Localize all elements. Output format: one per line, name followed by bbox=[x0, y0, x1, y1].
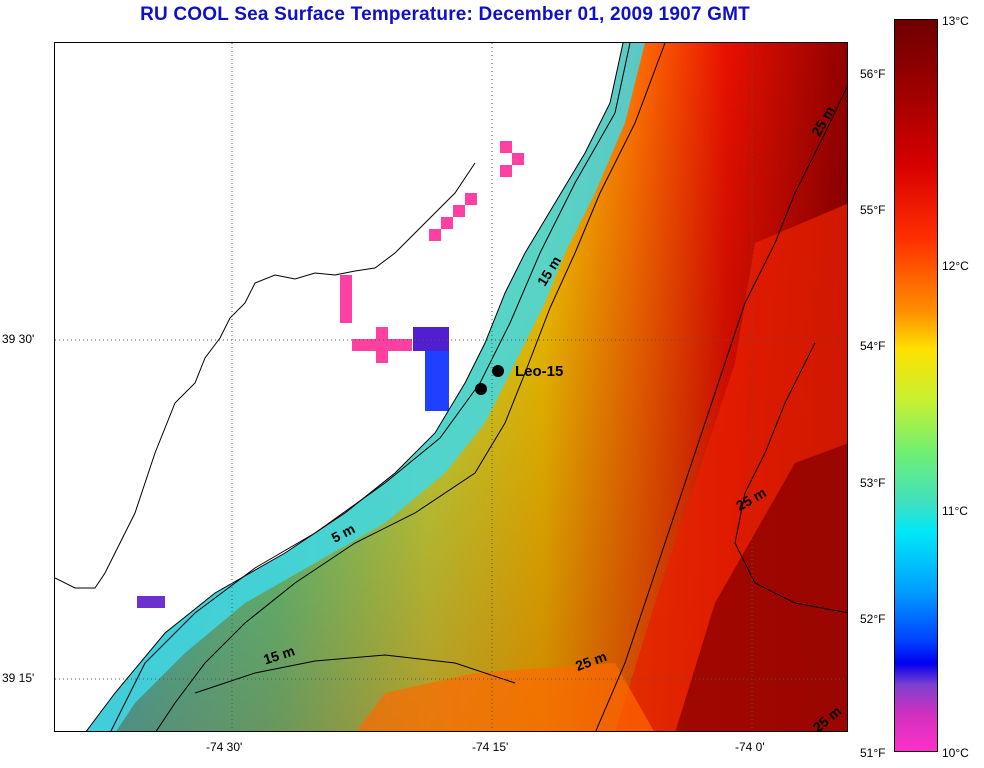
warm-patch-south bbox=[356, 663, 654, 731]
colorbar-celsius-label: 11°C bbox=[942, 504, 968, 518]
isobath-5m bbox=[110, 43, 631, 731]
hot-patch bbox=[675, 443, 847, 731]
bay-pixel bbox=[137, 596, 165, 608]
bay-pixel bbox=[441, 217, 453, 229]
lon-label: -74 30' bbox=[206, 740, 243, 754]
isobath-15m-south bbox=[194, 654, 516, 694]
station-marker bbox=[492, 365, 504, 377]
bay-pixel bbox=[512, 153, 524, 165]
isobath-25m-east bbox=[734, 342, 847, 614]
coastline-inner bbox=[55, 162, 476, 589]
bay-pixel bbox=[500, 141, 512, 153]
lon-label: -74 0' bbox=[735, 740, 765, 754]
bay-pixel bbox=[340, 275, 352, 323]
colorbar-fahrenheit-label: 52°F bbox=[860, 612, 886, 626]
colorbar-celsius-label: 12°C bbox=[942, 259, 969, 273]
sst-map[interactable]: 25 m 15 m 5 m 25 m 15 m 25 m 25 m Leo-15 bbox=[54, 42, 848, 732]
lat-label: 39 15' bbox=[2, 671, 35, 685]
colorbar-celsius-label: 13°C bbox=[942, 14, 969, 28]
colorbar-fahrenheit-label: 51°F bbox=[860, 746, 886, 760]
colorbar-celsius-label: 10°C bbox=[942, 746, 969, 760]
bay-pixel bbox=[453, 205, 465, 217]
bay-pixel bbox=[413, 327, 449, 351]
bay-pixel bbox=[425, 351, 449, 411]
land-mainland bbox=[55, 43, 623, 731]
lon-label: -74 15' bbox=[472, 740, 509, 754]
bay-pixel bbox=[376, 327, 388, 363]
station-label: Leo-15 bbox=[515, 363, 564, 380]
lat-label: 39 30' bbox=[2, 332, 35, 346]
colorbar-fahrenheit-label: 53°F bbox=[860, 476, 886, 490]
colorbar-fahrenheit-label: 56°F bbox=[860, 67, 886, 81]
temperature-colorbar bbox=[894, 19, 938, 752]
bay-pixel bbox=[465, 193, 477, 205]
nearshore-cool-band bbox=[86, 43, 645, 731]
colorbar-fahrenheit-label: 54°F bbox=[860, 339, 886, 353]
bay-pixel bbox=[500, 165, 512, 177]
station-marker bbox=[475, 383, 487, 395]
bay-pixel bbox=[429, 229, 441, 241]
map-title: RU COOL Sea Surface Temperature: Decembe… bbox=[140, 4, 750, 25]
coastline bbox=[85, 43, 624, 731]
isobath-15m bbox=[155, 43, 666, 731]
isobath-25m bbox=[595, 86, 847, 731]
colorbar-fahrenheit-label: 55°F bbox=[860, 203, 886, 217]
sst-map-canvas bbox=[55, 43, 847, 731]
